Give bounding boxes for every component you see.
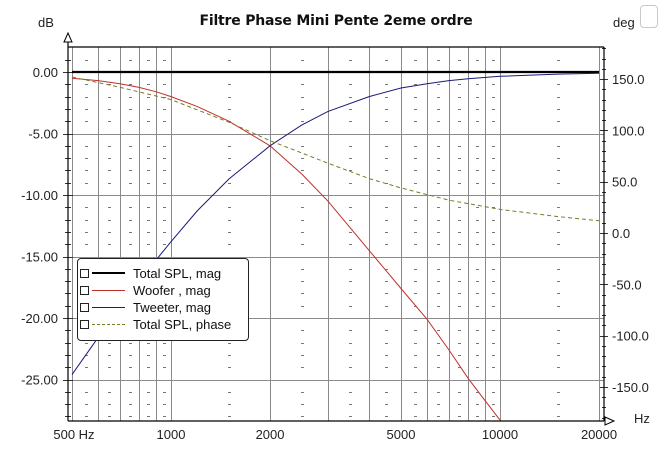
y-tick-label: -20.00 (21, 311, 58, 326)
legend-item-total-spl-phase[interactable]: Total SPL, phase (80, 316, 231, 332)
legend-label: Tweeter, mag (133, 299, 212, 315)
y-tick-label: -5.00 (28, 127, 58, 142)
tick-labels: 0.00 -5.00 -10.00 -15.00 -20.00 -25.00 150.0 10… (21, 65, 649, 442)
y2-tick-label: 100.0 (612, 123, 645, 138)
y-tick-label: 0.00 (33, 65, 58, 80)
legend-checkbox[interactable] (80, 319, 89, 329)
y2-axis-unit-label: deg (613, 15, 635, 30)
y-tick-label: -25.00 (21, 373, 58, 388)
y-tick-label: -15.00 (21, 250, 58, 265)
y2-tick-label: 150.0 (612, 72, 645, 87)
legend-swatch-total-spl-phase (92, 323, 125, 325)
x-tick-label: 10000 (482, 427, 518, 442)
x-tick-label: 500 Hz (53, 427, 94, 442)
x-tick-label: 5000 (387, 427, 416, 442)
legend-checkbox[interactable] (80, 302, 89, 312)
y2-tick-label: -100.0 (612, 329, 649, 344)
legend-item-tweeter-mag[interactable]: Tweeter, mag (80, 299, 211, 315)
y-axis-unit-label: dB (38, 15, 54, 30)
y2-tick-label: -50.0 (612, 277, 642, 292)
legend-swatch-tweeter-mag (92, 306, 125, 308)
x-axis-arrow-icon (604, 416, 616, 426)
legend-item-total-spl-mag[interactable]: Total SPL, mag (80, 265, 221, 281)
legend-label: Woofer , mag (133, 282, 211, 298)
y-axis-arrow-icon (63, 31, 73, 43)
legend-item-woofer-mag[interactable]: Woofer , mag (80, 282, 211, 298)
series-line-woofer-mag (71, 77, 501, 421)
y-tick-label: -10.00 (21, 188, 58, 203)
x-axis-unit-label: Hz (634, 411, 650, 426)
chart-legend: Total SPL, mag Woofer , mag Tweeter, mag… (77, 258, 249, 341)
series-line-total-spl-phase (71, 76, 600, 222)
y2-tick-label: 0.0 (612, 226, 630, 241)
x-tick-label: 1000 (157, 427, 186, 442)
legend-swatch-total-spl-mag (92, 272, 125, 274)
legend-checkbox[interactable] (80, 285, 89, 295)
legend-label: Total SPL, phase (133, 316, 232, 332)
y2-tick-label: -150.0 (612, 380, 649, 395)
corner-checkbox[interactable] (640, 5, 658, 28)
grid (63, 47, 608, 421)
x-tick-label: 2000 (256, 427, 285, 442)
y2-tick-label: 50.0 (612, 175, 637, 190)
chart-title: Filtre Phase Mini Pente 2eme ordre (199, 13, 473, 29)
legend-checkbox[interactable] (80, 268, 89, 278)
legend-swatch-woofer-mag (92, 289, 125, 291)
x-tick-label: 20000 (581, 427, 617, 442)
legend-label: Total SPL, mag (133, 265, 222, 281)
